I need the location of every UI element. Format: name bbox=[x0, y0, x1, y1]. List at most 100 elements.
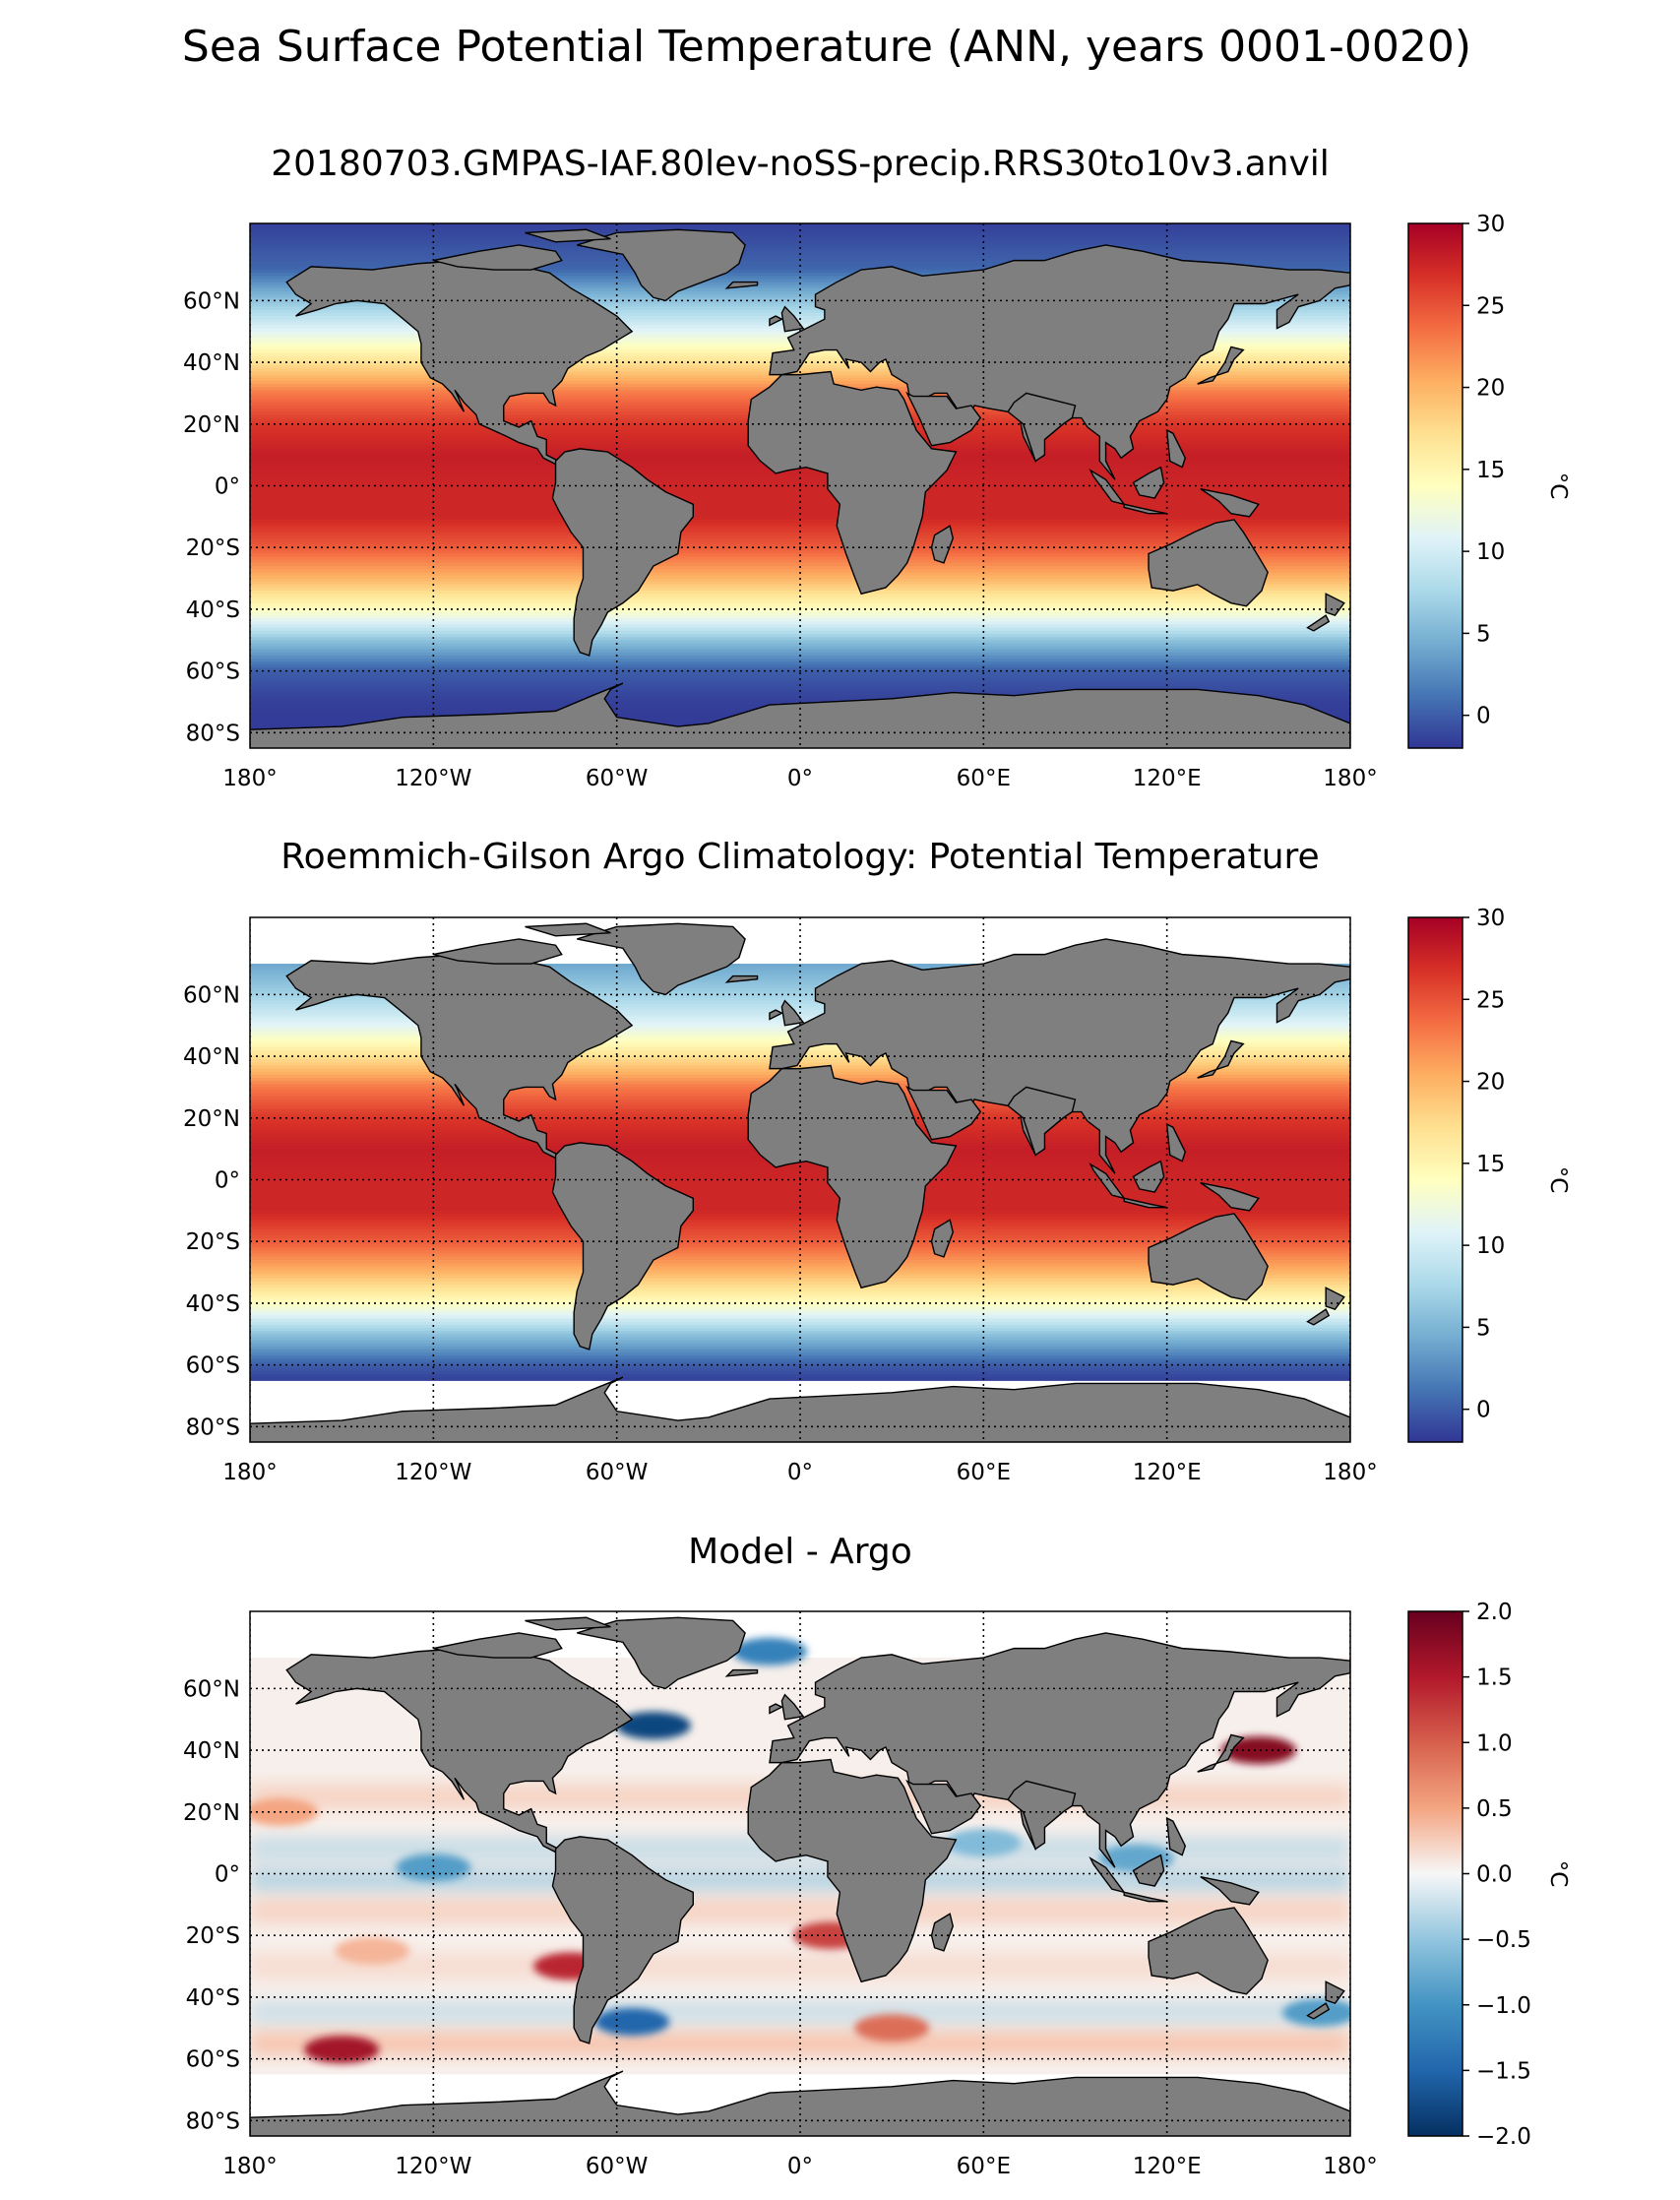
lat-band bbox=[250, 316, 1350, 320]
land-polygon bbox=[1123, 1197, 1167, 1209]
lat-band bbox=[250, 991, 1350, 995]
colorbar-tick-label: 10 bbox=[1476, 539, 1505, 565]
lat-band bbox=[250, 578, 1350, 583]
lat-band bbox=[250, 309, 1350, 314]
land-polygon bbox=[780, 1693, 805, 1721]
lat-band bbox=[250, 319, 1350, 323]
lat-band bbox=[250, 279, 1350, 283]
colorbar-tick-label: 0.5 bbox=[1476, 1796, 1513, 1822]
colorbar-tick-label: 25 bbox=[1476, 987, 1505, 1013]
lat-band bbox=[250, 303, 1350, 308]
lat-band bbox=[250, 1321, 1350, 1326]
lat-band bbox=[250, 371, 1350, 376]
land-polygon bbox=[1089, 468, 1126, 506]
gridlines bbox=[250, 1611, 1350, 2136]
lat-band bbox=[250, 602, 1350, 607]
plot-area bbox=[250, 223, 1350, 748]
lat-band bbox=[250, 1213, 1350, 1218]
colorbar-tick-label: 1.5 bbox=[1476, 1666, 1513, 1691]
land-polygon bbox=[1007, 392, 1077, 463]
colorbar-tick-label: −0.5 bbox=[1476, 1927, 1531, 1953]
lat-band bbox=[250, 659, 1350, 662]
land-polygon bbox=[433, 938, 563, 965]
land-polygon bbox=[525, 922, 611, 937]
land-polygon bbox=[1132, 1160, 1165, 1193]
land-polygon bbox=[930, 525, 955, 564]
lat-band bbox=[250, 537, 1350, 542]
lat-band bbox=[250, 297, 1350, 301]
lat-band bbox=[250, 1244, 1350, 1249]
lat-band bbox=[250, 1337, 1350, 1342]
panel-title: Model - Argo bbox=[688, 1532, 912, 1572]
y-tick-label: 60°S bbox=[186, 2047, 240, 2073]
colorbar-tick-label: 30 bbox=[1476, 906, 1505, 931]
lat-band bbox=[250, 1204, 1350, 1209]
lat-band bbox=[250, 491, 1350, 496]
land-polygon bbox=[285, 1647, 634, 1854]
colorbar-tick-label: 0 bbox=[1476, 1398, 1491, 1423]
land-polygon bbox=[1148, 1213, 1269, 1301]
lat-band bbox=[250, 290, 1350, 295]
land-polygon bbox=[1197, 1733, 1245, 1773]
x-tick-label: 120°E bbox=[1133, 2154, 1202, 2179]
land-polygon bbox=[1148, 1907, 1269, 1995]
land-polygon bbox=[551, 1836, 695, 2044]
lat-band bbox=[250, 587, 1350, 592]
anomaly-stripe bbox=[250, 2000, 1350, 2026]
lat-band bbox=[250, 984, 1350, 989]
lat-band bbox=[250, 1192, 1350, 1196]
land-polygon bbox=[285, 259, 634, 466]
land-polygon bbox=[1197, 346, 1245, 385]
y-tick-label: 80°S bbox=[186, 1414, 240, 1440]
lat-band bbox=[250, 1290, 1350, 1295]
lat-band bbox=[250, 248, 1350, 252]
y-tick-label: 0° bbox=[215, 1862, 240, 1888]
lat-band bbox=[250, 260, 1350, 265]
map-panel-1: 20180703.GMPAS-IAF.80lev-noSS-precip.RRS… bbox=[183, 144, 1571, 791]
map-panel-2: Roemmich-Gilson Argo Climatology: Potent… bbox=[183, 837, 1571, 1485]
y-tick-label: 20°N bbox=[183, 1800, 240, 1826]
land-polygon bbox=[747, 1064, 958, 1289]
lat-band bbox=[250, 646, 1350, 651]
lat-band bbox=[250, 368, 1350, 373]
lat-band bbox=[250, 1349, 1350, 1353]
lat-band bbox=[250, 244, 1350, 249]
lat-band bbox=[250, 235, 1350, 240]
lat-band bbox=[250, 655, 1350, 660]
x-tick-label: 60°E bbox=[957, 1460, 1011, 1485]
lat-band bbox=[250, 1263, 1350, 1267]
gridlines bbox=[250, 223, 1350, 748]
land-polygon bbox=[724, 974, 759, 983]
colorbar-tick-label: 20 bbox=[1476, 1070, 1505, 1096]
lat-band bbox=[250, 1062, 1350, 1067]
colorbar-tick-label: 15 bbox=[1476, 458, 1505, 483]
land-polygon bbox=[1200, 487, 1260, 518]
lat-band bbox=[250, 472, 1350, 477]
colorbar-gradient bbox=[1407, 916, 1463, 1443]
y-tick-label: 20°S bbox=[186, 1923, 240, 1949]
lat-band bbox=[250, 241, 1350, 246]
lat-band bbox=[250, 513, 1350, 518]
lat-band bbox=[250, 680, 1350, 684]
x-tick-label: 180° bbox=[1323, 1460, 1377, 1485]
y-tick-label: 60°S bbox=[186, 1353, 240, 1379]
colorbar-gradient bbox=[1407, 222, 1463, 749]
lat-band bbox=[250, 510, 1350, 515]
lat-band bbox=[250, 526, 1350, 530]
lat-band bbox=[250, 504, 1350, 509]
x-tick-label: 180° bbox=[1323, 766, 1377, 791]
lat-band bbox=[250, 1278, 1350, 1283]
y-tick-label: 40°S bbox=[186, 1985, 240, 2011]
lat-band bbox=[250, 1173, 1350, 1177]
y-tick-label: 40°S bbox=[186, 1291, 240, 1317]
lat-band bbox=[250, 523, 1350, 527]
colorbar-tick-label: 2.0 bbox=[1476, 1600, 1513, 1625]
colorbar-tick-label: 20 bbox=[1476, 376, 1505, 402]
x-tick-label: 60°E bbox=[957, 2154, 1011, 2179]
land-polygon bbox=[1089, 1162, 1126, 1200]
colorbar-tick-label: 5 bbox=[1476, 1315, 1491, 1341]
lat-band bbox=[250, 1161, 1350, 1165]
land-polygon bbox=[747, 370, 958, 596]
land-polygon bbox=[1007, 1086, 1077, 1157]
colorbar-tick-label: −1.0 bbox=[1476, 1993, 1531, 2019]
